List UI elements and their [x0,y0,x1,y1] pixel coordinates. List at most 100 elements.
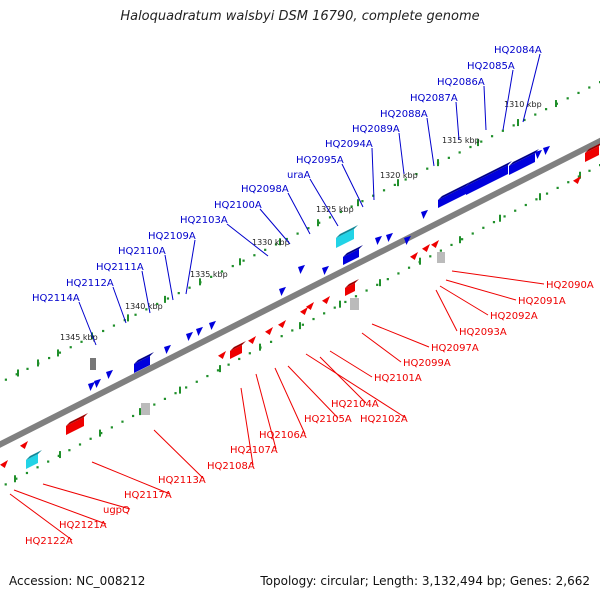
lower-scale-dot [439,249,442,252]
leader-line-upper [398,132,405,175]
lower-scale-tick [499,214,501,222]
gene-reverse-arrow [20,441,28,449]
upper-scale-tick [57,349,59,357]
leader-line-upper [522,53,541,123]
gene-label-upper: HQ2112A [66,278,114,289]
leader-line-upper [455,101,460,141]
map-title: Haloquadratum walsbyi DSM 16790, complet… [120,9,480,24]
lower-scale-dot [174,392,177,395]
leader-line-upper [341,163,364,208]
lower-scale-tick [14,475,16,483]
gene-label-lower: HQ2106A [259,430,307,441]
lower-scale-dot [365,289,368,292]
gene-label-lower: HQ2105A [304,414,352,425]
gene-reverse [345,279,359,296]
upper-scale-dot [112,324,116,327]
gene-reverse-body [66,417,84,435]
lower-scale-tick [179,386,181,394]
upper-scale-tick [279,238,281,246]
gene-forward [343,245,363,265]
lower-scale-dot [100,431,103,435]
genome-axis [0,137,600,448]
leader-line-lower [435,289,458,332]
gene-label-lower: HQ2101A [374,373,422,384]
gene-label-upper: HQ2111A [96,262,144,273]
axis-line [0,137,600,448]
leader-line-lower [42,483,131,510]
leader-line-lower [451,270,545,285]
rna-gene [336,225,358,248]
gene-forward-arrow [535,149,542,159]
gene-labels: HQ2084A HQ2085A HQ2086A HQ2087A HQ2088A HQ208… [25,45,594,547]
gene-label-lower: HQ2099A [403,358,451,369]
dotted-scale-lines [4,81,600,486]
lower-scale-tick [299,322,301,330]
leader-line-lower [361,332,402,363]
upper-scale-dot [501,129,504,132]
gene-label-lower: HQ2090A [546,280,594,291]
lower-scale-dot [344,300,347,304]
gene-reverse [230,341,246,359]
upper-scale-dot [382,189,386,192]
upper-scale-dot [285,237,288,241]
leader-line-lower [255,373,277,450]
gene-label-lower: HQ2091A [518,296,566,307]
upper-scale-dot [372,194,375,197]
lower-scale-dot [429,255,432,258]
upper-scale-dot [318,221,321,224]
gene-forward-top [134,352,154,364]
gene-label-upper: HQ2089A [352,124,400,135]
gene-label-upper: HQ2100A [214,200,262,211]
lower-scale-dot [577,175,580,178]
kbp-tick-label: 1310 kbp [504,100,542,109]
gene-forward-arrow [421,209,428,219]
lower-scale-tick [219,365,221,373]
upper-scale-dot [350,205,353,208]
gene-forward-top [438,182,470,200]
lower-scale-dot [78,443,82,446]
gene-reverse-arrow [573,176,581,184]
lower-scale-dot [185,386,188,389]
lower-scale-tick [579,171,581,179]
lower-scale-dot [323,312,326,315]
gene-forward-arrow [543,145,550,155]
upper-scale-dot [69,346,72,349]
gene-forward-body [509,153,535,175]
kbp-tick-labels: 1310 kbp 1315 kbp 1320 kbp 1325 kbp 1330 kbp… [60,100,542,342]
gene-forward-arrow [106,369,113,379]
lower-scale-dot [36,466,39,469]
upper-scale-tick [37,359,39,367]
lower-scale-dot [121,420,124,423]
upper-scale-dot [26,367,29,370]
topology-summary: Topology: circular; Length: 3,132,494 bp… [260,574,590,588]
upper-scale-dot [80,340,83,343]
kbp-tick-label: 1320 kbp [380,171,418,180]
gene-label-lower: HQ2092A [490,311,538,322]
gene-label-upper: HQ2094A [325,139,373,150]
lower-scale-dot [47,460,50,463]
gene-forward-top [343,245,363,257]
kbp-tick-label: 1335 kbp [190,270,228,279]
gene-reverse-arrow [422,244,430,252]
gene-reverse-arrow [0,460,8,468]
upper-scale-dot [145,308,148,311]
lower-scale-dot [301,323,305,326]
gene-forward-arrow [404,235,411,245]
upper-scale-dot [307,227,310,230]
gene-label-lower: HQ2122A [25,536,73,547]
upper-scale-dot [415,172,418,176]
kbp-tick-label: 1340 kbp [125,302,163,311]
gene-forward-top [509,149,539,166]
upper-scale-dot [253,254,256,257]
upper-scale-dot [188,286,191,289]
gene-label-lower: HQ2117A [124,490,172,501]
gene-label-lower: HQ2113A [158,475,206,486]
gene-label-upper: HQ2114A [32,293,80,304]
upper-scale-dot [231,264,234,268]
lower-scale-tick [259,343,261,351]
lower-scale-dot [291,329,294,332]
gene-label-lower: HQ2121A [59,520,107,531]
upper-scale-tick [357,199,359,207]
lower-scale-tick [59,451,61,459]
